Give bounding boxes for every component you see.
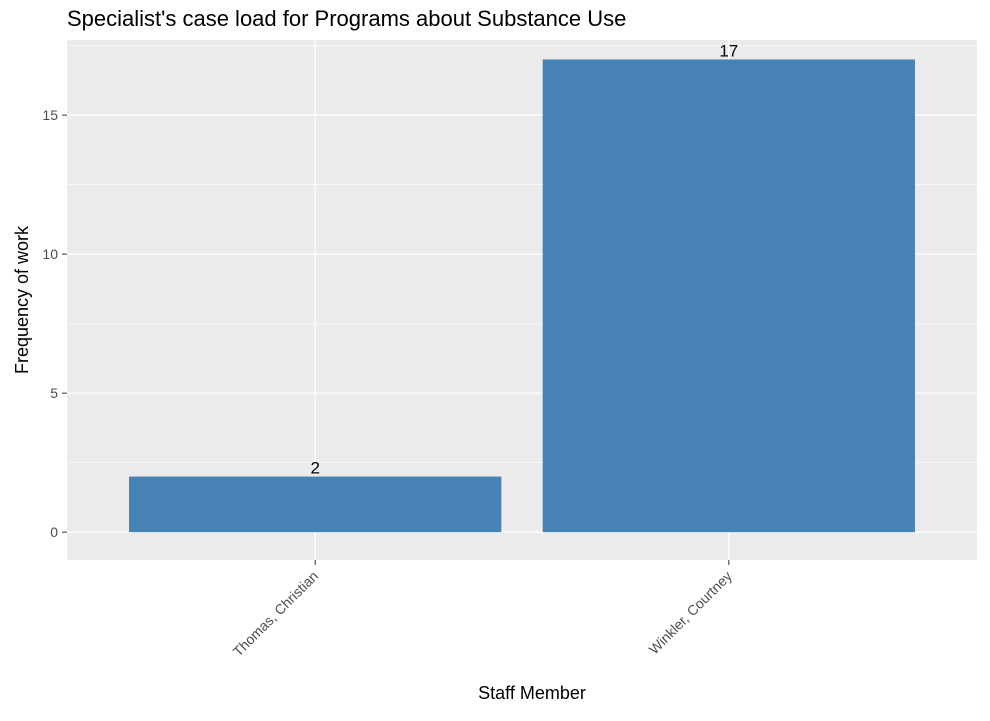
chart-title: Specialist's case load for Programs abou… xyxy=(67,6,626,31)
y-axis-title: Frequency of work xyxy=(12,225,32,374)
x-axis-title: Staff Member xyxy=(478,683,586,703)
x-tick-label: Winkler, Courtney xyxy=(646,568,735,657)
bar-group xyxy=(129,59,915,533)
y-tick-label: 5 xyxy=(50,385,58,401)
data-label-group: 2 17 xyxy=(310,41,738,477)
data-label: 2 xyxy=(310,459,319,478)
bar xyxy=(129,476,502,533)
x-axis-ticks: Thomas, Christian Winkler, Courtney xyxy=(230,560,735,659)
y-tick-label: 10 xyxy=(42,246,58,262)
data-label: 17 xyxy=(719,41,738,60)
bar xyxy=(542,59,915,533)
y-tick-label: 0 xyxy=(50,524,58,540)
y-tick-label: 15 xyxy=(42,107,58,123)
y-axis-ticks: 0 5 10 15 xyxy=(42,107,67,540)
x-tick-label: Thomas, Christian xyxy=(230,568,322,660)
